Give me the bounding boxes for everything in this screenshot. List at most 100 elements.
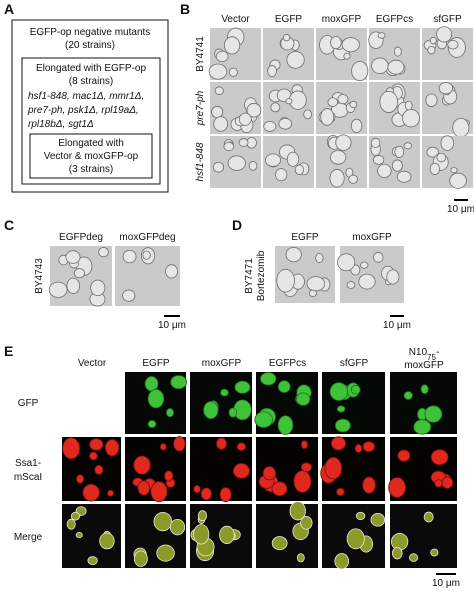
cell <box>329 169 345 188</box>
cell <box>294 164 305 176</box>
cell <box>98 247 109 258</box>
panel-a: A EGFP-op negative mutants (20 strains) … <box>4 1 169 193</box>
cell <box>393 46 402 57</box>
cell <box>254 411 273 428</box>
cell <box>75 531 83 539</box>
label: EGFP <box>291 232 319 243</box>
cell <box>107 489 114 497</box>
cell <box>223 141 235 152</box>
cell <box>99 532 115 550</box>
panel-label: C <box>4 217 14 233</box>
cell <box>275 168 288 182</box>
cell <box>286 151 300 167</box>
cell <box>173 436 186 452</box>
label: sfGFP <box>433 14 462 25</box>
cell <box>193 484 201 494</box>
cell <box>65 250 81 264</box>
cell <box>70 511 80 521</box>
cell <box>386 269 400 285</box>
cell <box>452 117 470 138</box>
cell <box>402 108 420 128</box>
cell <box>73 268 86 279</box>
box-outer <box>11 19 169 193</box>
cell <box>278 117 293 130</box>
cell <box>354 443 363 453</box>
cell <box>156 544 175 562</box>
cell <box>147 389 165 409</box>
cell <box>348 174 358 184</box>
cell <box>164 470 174 482</box>
cell <box>350 384 361 395</box>
label: EGFP <box>275 14 303 25</box>
cell <box>144 376 159 392</box>
cell <box>228 67 238 77</box>
cell <box>327 97 339 107</box>
box-text: EGFP-op negative mutants <box>30 27 151 38</box>
cell <box>447 39 459 50</box>
label: GFP <box>18 398 39 409</box>
panel-label: D <box>232 217 242 233</box>
cell <box>370 137 381 149</box>
cell <box>392 547 403 560</box>
label: EGFPcs <box>269 358 306 369</box>
cell <box>324 456 343 480</box>
cell <box>286 51 305 69</box>
cell <box>133 455 151 475</box>
mutant-list: pre7-ph, psk1Δ, rpl19aΔ, <box>27 105 139 116</box>
cell <box>372 155 385 165</box>
cell <box>391 159 403 172</box>
cell <box>336 487 345 497</box>
cell <box>379 90 398 113</box>
row-label: BY7471 <box>244 258 255 294</box>
label: moxGFP <box>202 358 242 369</box>
mutant-list: rpl18bΔ, sgt1Δ <box>28 119 94 130</box>
cell <box>213 116 229 132</box>
cell <box>362 476 376 494</box>
cell <box>232 463 250 479</box>
cell <box>267 65 277 77</box>
cell <box>404 100 413 111</box>
cell <box>355 511 366 521</box>
panel-label: B <box>180 1 190 17</box>
label: 10 μm <box>447 204 474 215</box>
column-label: N1075- <box>409 347 440 362</box>
cell <box>215 50 229 63</box>
cell <box>330 150 347 165</box>
cell <box>276 268 295 293</box>
box-middle <box>21 57 161 185</box>
cell <box>334 418 351 433</box>
cell <box>89 438 104 451</box>
cell <box>200 487 212 501</box>
micrograph <box>62 372 121 434</box>
cell <box>197 510 208 522</box>
label: 10 μm <box>432 578 460 589</box>
cell <box>350 118 363 134</box>
label: Ssa1- <box>15 458 41 469</box>
label: 10 μm <box>158 320 186 331</box>
cell <box>436 152 447 163</box>
box-text: Elongated with <box>58 138 124 149</box>
row-label: pre7-ph <box>195 90 206 126</box>
cell <box>89 451 98 461</box>
box-inner <box>29 133 153 179</box>
cell <box>430 449 449 466</box>
cell <box>362 441 376 453</box>
cell <box>271 481 288 497</box>
micrograph <box>322 372 385 434</box>
cell <box>300 440 309 450</box>
cell <box>409 553 419 562</box>
cell <box>285 246 302 263</box>
box-text: (3 strains) <box>69 164 113 175</box>
cell <box>262 466 276 481</box>
cell <box>388 477 406 498</box>
cell <box>122 249 137 264</box>
cell <box>434 479 443 488</box>
cell <box>265 153 281 167</box>
cell <box>396 170 412 183</box>
label: Vector <box>78 358 107 369</box>
cell <box>104 439 120 457</box>
label: moxGFP <box>352 232 392 243</box>
cell <box>337 94 349 105</box>
cell <box>165 264 178 279</box>
cell <box>335 134 352 151</box>
